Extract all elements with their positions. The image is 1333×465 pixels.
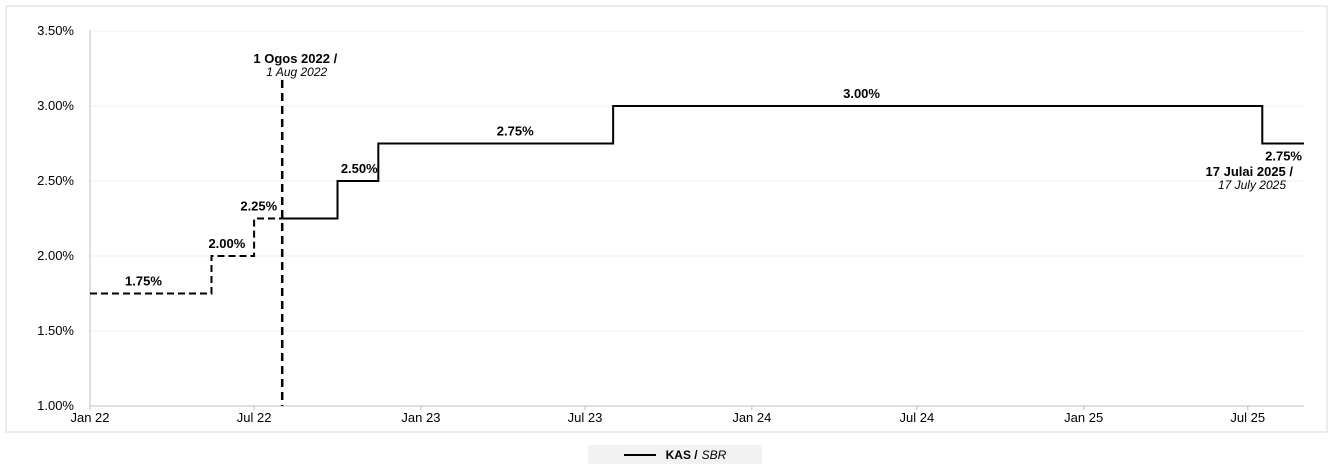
- data-label: 2.75%: [497, 124, 534, 139]
- annotation-text-main: 17 Julai 2025 /: [1206, 164, 1294, 179]
- series-line-kas: [282, 105, 1304, 220]
- y-tick-label: 1.00%: [37, 398, 74, 413]
- x-tick-label: Jan 25: [1064, 410, 1103, 425]
- line-chart: 1.00% 1.50% 2.00% 2.50% 3.00% 3.50% Jan 22 Jul …: [5, 5, 1328, 433]
- x-tick-label: Jul 24: [900, 410, 935, 425]
- legend-label-kas: KAS /: [665, 447, 698, 462]
- series-line-dashed: [90, 217, 283, 295]
- x-tick-label: Jan 24: [732, 410, 771, 425]
- y-tick-label: 3.00%: [37, 98, 74, 113]
- annotation-text-italic: 17 July 2025: [1218, 178, 1286, 192]
- legend-label-sbr: SBR: [701, 447, 727, 462]
- data-label: 3.00%: [843, 86, 880, 101]
- y-tick-label: 1.50%: [37, 323, 74, 338]
- data-label: 2.75%: [1265, 149, 1302, 164]
- data-label: 2.00%: [208, 236, 245, 251]
- annotation-text-italic: 1 Aug 2022: [266, 65, 327, 79]
- y-tick-label: 3.50%: [37, 23, 74, 38]
- x-tick-label: Jul 25: [1230, 410, 1265, 425]
- y-tick-label: 2.50%: [37, 173, 74, 188]
- annotation-text-main: 1 Ogos 2022 /: [253, 51, 337, 66]
- legend-swatch-kas: [623, 453, 656, 456]
- y-tick-label: 2.00%: [37, 248, 74, 263]
- chart-frame: [5, 5, 1328, 433]
- x-tick-label: Jul 23: [568, 410, 603, 425]
- data-label: 1.75%: [125, 274, 162, 289]
- x-tick-label: Jan 23: [401, 410, 440, 425]
- legend: KAS / SBR: [588, 445, 762, 464]
- x-tick-label: Jul 22: [237, 410, 272, 425]
- data-label: 2.50%: [341, 161, 378, 176]
- x-tick-label: Jan 22: [70, 410, 109, 425]
- data-label: 2.25%: [240, 199, 277, 214]
